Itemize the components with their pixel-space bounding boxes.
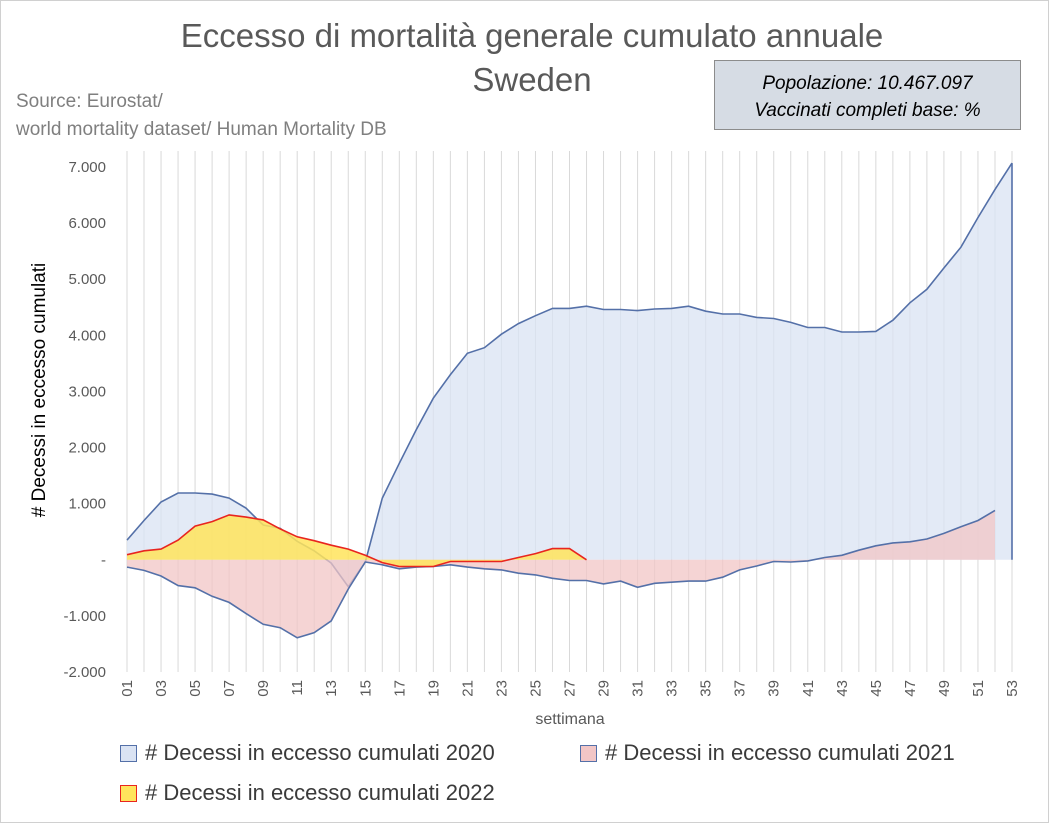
legend-swatch-2022 xyxy=(120,784,137,802)
source-note: Source: Eurostat/ world mortality datase… xyxy=(16,88,387,144)
x-tick-label: 07 xyxy=(221,680,238,697)
y-tick-label: 6.000 xyxy=(68,215,106,232)
x-tick-label: 53 xyxy=(1004,680,1021,697)
x-tick-label: 03 xyxy=(153,680,170,697)
x-tick-label: 35 xyxy=(698,680,715,697)
x-tick-label: 15 xyxy=(357,680,374,697)
chart-title: Eccesso di mortalità generale cumulato a… xyxy=(0,14,1049,102)
area-fill-2 xyxy=(127,510,995,638)
x-tick-label: 41 xyxy=(800,680,817,697)
x-tick-label: 45 xyxy=(868,680,885,697)
x-tick-label: 13 xyxy=(323,680,340,697)
legend-item-2020: # Decessi in eccesso cumulati 2020 xyxy=(120,740,495,766)
x-tick-label: 43 xyxy=(834,680,851,697)
x-tick-label: 27 xyxy=(562,680,579,697)
legend-item-2021: # Decessi in eccesso cumulati 2021 xyxy=(580,740,955,766)
y-axis-title: # Decessi in eccesso cumulati xyxy=(29,263,50,518)
x-tick-label: 37 xyxy=(732,680,749,697)
area-fill-3 xyxy=(127,514,587,567)
x-tick-label: 49 xyxy=(936,680,953,697)
vaccinated-text: Vaccinati completi base: % xyxy=(754,100,981,121)
population-text: Popolazione: 10.467.097 xyxy=(762,73,973,94)
legend-label-2022: # Decessi in eccesso cumulati 2022 xyxy=(145,780,495,805)
legend-swatch-2021 xyxy=(580,744,597,762)
area-fill-1 xyxy=(127,163,1012,587)
x-tick-label: 51 xyxy=(970,680,987,697)
series-line-2 xyxy=(126,509,996,639)
y-tick-label: 4.000 xyxy=(68,327,106,344)
x-tick-label: 25 xyxy=(527,680,544,697)
y-tick-label: 3.000 xyxy=(68,383,106,400)
x-tick-label: 11 xyxy=(289,680,306,696)
legend-label-2021: # Decessi in eccesso cumulati 2021 xyxy=(605,740,955,765)
y-tick-label: 7.000 xyxy=(68,159,106,176)
x-tick-label: 47 xyxy=(902,680,919,697)
x-tick-label: 21 xyxy=(459,680,476,697)
x-tick-label: 17 xyxy=(391,680,408,697)
axis-layer: -2.000-1.000-1.0002.0003.0004.0005.0006.… xyxy=(63,159,1021,697)
y-tick-label: - xyxy=(101,552,106,569)
x-tick-label: 39 xyxy=(766,680,783,697)
x-tick-label: 09 xyxy=(255,680,272,697)
source-line-2: world mortality dataset/ Human Mortality… xyxy=(16,119,387,140)
x-tick-label: 31 xyxy=(630,680,647,697)
info-box: Popolazione: 10.467.097 Vaccinati comple… xyxy=(714,60,1021,130)
y-tick-label: -1.000 xyxy=(63,608,106,625)
x-tick-label: 05 xyxy=(187,680,204,697)
y-tick-label: -2.000 xyxy=(63,664,106,681)
y-tick-label: 1.000 xyxy=(68,496,106,513)
x-axis-title: settimana xyxy=(535,711,604,728)
title-line-1: Eccesso di mortalità generale cumulato a… xyxy=(180,17,884,54)
legend-label-2020: # Decessi in eccesso cumulati 2020 xyxy=(145,740,495,765)
y-tick-label: 5.000 xyxy=(68,271,106,288)
x-tick-label: 23 xyxy=(493,680,510,697)
x-tick-label: 19 xyxy=(425,680,442,697)
x-tick-label: 01 xyxy=(119,680,136,697)
y-tick-label: 2.000 xyxy=(68,440,106,457)
source-line-1: Source: Eurostat/ xyxy=(16,91,163,112)
title-line-2: Sweden xyxy=(472,61,592,98)
x-tick-label: 29 xyxy=(596,680,613,697)
legend-swatch-2020 xyxy=(120,744,137,762)
x-tick-label: 33 xyxy=(664,680,681,697)
legend-item-2022: # Decessi in eccesso cumulati 2022 xyxy=(120,780,495,806)
series-line-3 xyxy=(126,514,587,568)
area-layer xyxy=(126,162,1013,639)
